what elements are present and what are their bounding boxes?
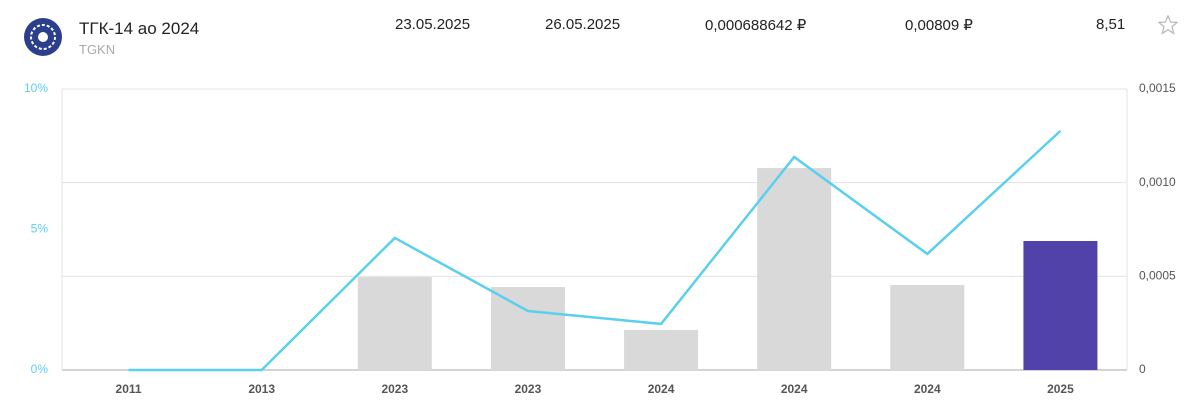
x-tick-label: 2024 <box>781 382 808 396</box>
x-tick-label: 2024 <box>914 382 941 396</box>
y-tick-label: 10% <box>24 81 48 95</box>
price: 0,00809 ₽ <box>905 17 973 34</box>
ticker: TGKN <box>79 42 116 57</box>
y2-tick-label: 0,0015 <box>1139 81 1176 95</box>
bar <box>890 284 965 370</box>
y2-tick-label: 0,0010 <box>1139 175 1176 189</box>
y-tick-label: 5% <box>31 222 49 236</box>
y-tick-label: 0% <box>31 362 49 376</box>
company-logo <box>24 18 62 56</box>
favorite-star[interactable] <box>1158 15 1178 35</box>
x-tick-label: 2023 <box>515 382 542 396</box>
bar <box>357 277 432 370</box>
yield: 8,51 <box>1096 16 1126 33</box>
x-tick-label: 2025 <box>1047 382 1074 396</box>
x-tick-label: 2013 <box>248 382 275 396</box>
dividend: 0,000688642 ₽ <box>705 17 807 34</box>
yield-line <box>128 129 1062 372</box>
bar <box>490 287 565 370</box>
x-tick-label: 2024 <box>648 382 675 396</box>
bar <box>757 168 832 370</box>
x-tick-label: 2023 <box>381 382 408 396</box>
x-tick-label: 2011 <box>116 382 142 396</box>
payment-date: 26.05.2025 <box>545 16 621 33</box>
y2-tick-label: 0,0005 <box>1139 269 1176 283</box>
security-title[interactable]: ТГК-14 ао 2024 <box>79 19 200 38</box>
y2-tick-label: 0 <box>1139 362 1146 376</box>
chart: 0 0,0005 0,0010 0,0015 0% 5% 10% 2011 2013 2023 20… <box>24 81 1176 396</box>
bar <box>624 329 699 370</box>
bar <box>1023 240 1098 370</box>
record-date: 23.05.2025 <box>395 16 471 33</box>
